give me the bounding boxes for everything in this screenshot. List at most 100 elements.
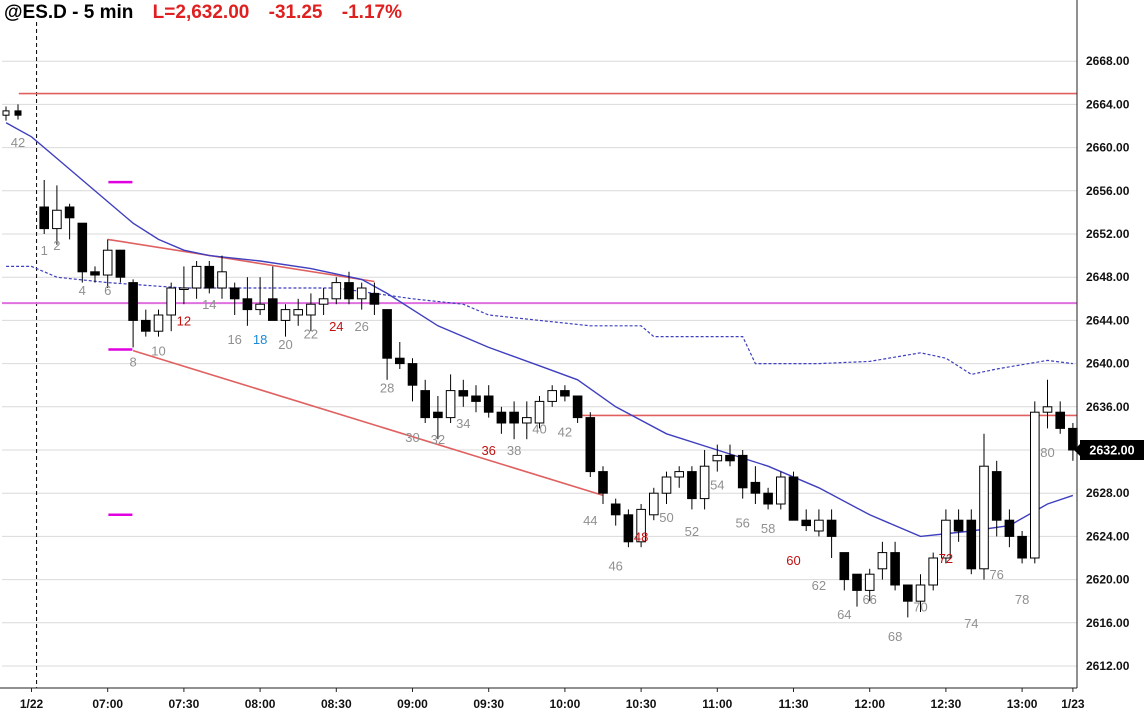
candle-body	[661, 476, 672, 494]
candle-body	[509, 411, 519, 424]
candle-body	[890, 552, 900, 586]
candle-body	[153, 314, 164, 332]
x-tick-label: 08:30	[321, 697, 352, 711]
x-tick-label: 12:30	[931, 697, 962, 711]
candle-body	[623, 514, 634, 543]
candle-body	[395, 357, 405, 365]
candle-body	[331, 282, 342, 300]
red-trend-line	[132, 349, 604, 497]
x-tick-label: 09:00	[397, 697, 428, 711]
candle-body	[77, 222, 88, 273]
bar-number-label: 74	[964, 616, 978, 631]
candle-body	[560, 390, 570, 397]
candle-body	[433, 411, 443, 419]
bar-number-label: 80	[1040, 445, 1054, 460]
candle-body	[318, 298, 329, 305]
candle-body	[39, 206, 50, 230]
candles	[2, 104, 1078, 618]
symbol-label: @ES.D - 5 min	[4, 2, 134, 23]
candle-body	[344, 282, 354, 300]
x-tick-label: 11:30	[778, 697, 808, 711]
bar-number-label: 10	[151, 344, 165, 359]
bar-number-label: 1	[41, 243, 48, 258]
ema-line	[5, 122, 1074, 538]
candle-body	[293, 309, 303, 316]
candle-body	[699, 465, 710, 500]
last-price-label: L=2,632.00	[152, 2, 250, 23]
x-tick-label: 1/22	[20, 697, 44, 711]
candle-body	[445, 390, 456, 419]
bar-number-label: 6	[104, 283, 111, 298]
candle-body	[356, 287, 367, 300]
x-tick-label: 10:30	[626, 697, 657, 711]
candle-body	[941, 519, 951, 559]
candle-body	[229, 287, 240, 300]
x-tick-label: 08:00	[245, 697, 276, 711]
candle-body	[674, 471, 685, 478]
price-change-label: -31.25	[268, 2, 323, 23]
y-tick-label: 2668.00	[1086, 54, 1130, 68]
bar-number-label: 50	[659, 510, 673, 525]
candle-body	[268, 298, 278, 321]
candle-body	[382, 309, 392, 359]
candle-body	[166, 287, 176, 316]
y-tick-label: 2664.00	[1086, 97, 1130, 111]
y-tick-label: 2660.00	[1086, 141, 1130, 155]
candle-body	[522, 417, 532, 424]
x-tick-label: 12:00	[854, 697, 885, 711]
x-tick-label: 07:00	[92, 697, 123, 711]
bar-number-label: 40	[532, 421, 546, 436]
prev-day-candle-body	[2, 110, 10, 116]
candle-body	[407, 363, 418, 386]
bar-number-label: 66	[862, 592, 876, 607]
candle-body	[369, 292, 380, 305]
x-tick-label: 13:00	[1007, 697, 1038, 711]
candle-body	[839, 552, 850, 581]
y-tick-label: 2624.00	[1086, 529, 1130, 543]
candle-body	[141, 319, 151, 332]
bar-number-label: 20	[278, 337, 292, 352]
candle-body	[877, 552, 888, 570]
bar-number-label: 44	[583, 513, 597, 528]
bar-number-label: 14	[202, 297, 216, 312]
bar-number-label: 16	[227, 332, 241, 347]
candle-body	[306, 303, 316, 316]
candle-body	[788, 476, 799, 521]
bar-number-label: 34	[456, 416, 470, 431]
bar-number-label: 18	[253, 332, 267, 347]
candle-body	[179, 287, 189, 290]
candle-body	[483, 395, 494, 413]
current-price-label: 2632.00	[1089, 444, 1134, 458]
candle-body	[750, 481, 761, 494]
candle-body	[712, 454, 723, 462]
candle-body	[826, 519, 837, 537]
bar-number-label: 28	[380, 380, 394, 395]
candle-body	[1030, 411, 1040, 559]
percent-change-label: -1.17%	[341, 2, 402, 23]
candle-body	[585, 417, 596, 473]
bar-number-label: 22	[304, 326, 318, 341]
candle-body	[725, 454, 735, 462]
bar-number-label: 32	[431, 432, 445, 447]
y-tick-label: 2652.00	[1086, 227, 1130, 241]
candle-body	[128, 282, 138, 321]
bar-number-label: 52	[685, 524, 699, 539]
candle-body	[52, 209, 62, 230]
candle-body	[64, 206, 75, 219]
bar-number-label: 42	[558, 425, 572, 440]
candle-body	[903, 584, 913, 602]
bar-number-label: 24	[329, 319, 343, 334]
candle-body	[1017, 535, 1027, 559]
candle-body	[928, 557, 939, 586]
y-tick-label: 2648.00	[1086, 270, 1130, 284]
chart-header: @ES.D - 5 min L=2,632.00 -31.25 -1.17%	[4, 2, 416, 28]
bar-number-label: 48	[634, 529, 648, 544]
candle-body	[115, 249, 126, 278]
candle-body	[547, 390, 558, 402]
y-tick-label: 2656.00	[1086, 184, 1130, 198]
candle-body	[1055, 411, 1066, 429]
candle-body	[102, 249, 113, 276]
